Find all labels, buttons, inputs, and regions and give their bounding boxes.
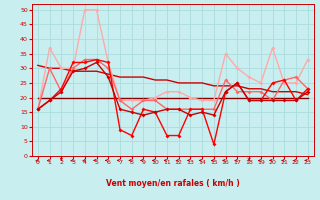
X-axis label: Vent moyen/en rafales ( km/h ): Vent moyen/en rafales ( km/h ) xyxy=(106,179,240,188)
